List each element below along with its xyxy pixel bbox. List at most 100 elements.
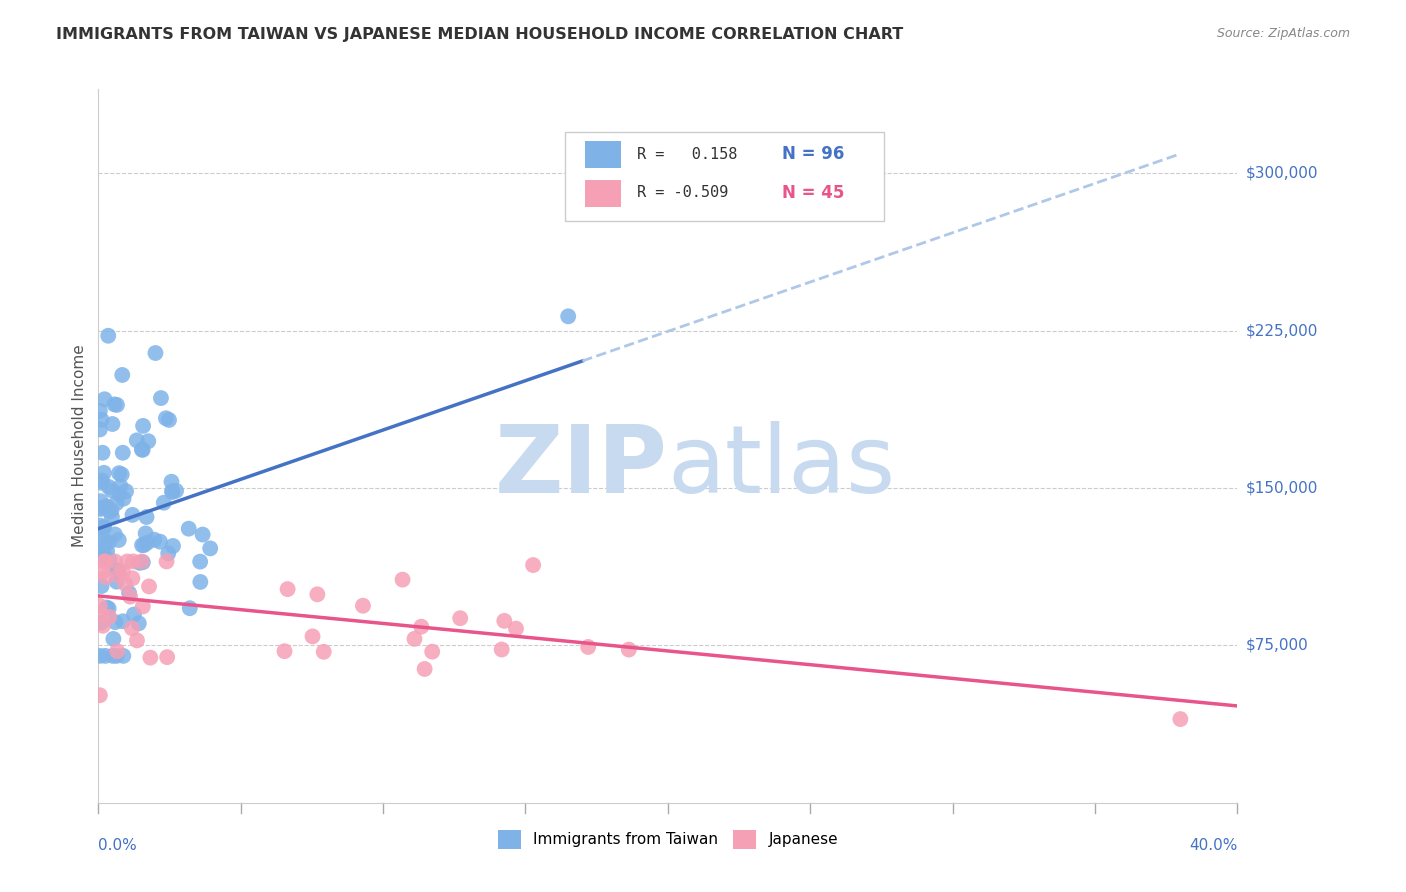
Point (132, 418, 155, 433)
Point (101, 417, 124, 431)
Point (162, 539, 184, 553)
Text: R = -0.509: R = -0.509 (637, 186, 728, 200)
Text: N = 96: N = 96 (782, 145, 844, 163)
Point (94, 500, 117, 514)
Point (91, 564, 114, 578)
Point (97, 480, 120, 494)
Point (98, 505, 121, 519)
Point (105, 648, 128, 663)
Text: ZIP: ZIP (495, 421, 668, 514)
Point (157, 546, 180, 560)
Point (107, 567, 129, 582)
Point (108, 487, 131, 501)
Point (111, 467, 134, 482)
Point (122, 554, 145, 568)
Point (131, 538, 153, 552)
Point (165, 483, 187, 498)
Point (94, 570, 117, 584)
Point (131, 442, 153, 457)
Point (160, 485, 183, 500)
Point (576, 640, 599, 654)
Point (96, 500, 118, 514)
Point (91, 545, 114, 559)
Legend: Immigrants from Taiwan, Japanese: Immigrants from Taiwan, Japanese (498, 830, 838, 848)
Point (90, 501, 112, 516)
Point (420, 645, 443, 659)
Point (93, 533, 115, 547)
Point (494, 614, 516, 628)
Point (111, 368, 134, 382)
Point (89, 500, 111, 515)
Point (145, 346, 167, 360)
Point (125, 633, 148, 648)
Point (404, 632, 426, 646)
Point (89, 523, 111, 537)
Point (179, 601, 201, 615)
Point (188, 555, 211, 569)
Point (105, 563, 128, 577)
Point (101, 509, 124, 524)
Text: N = 45: N = 45 (782, 184, 844, 202)
Point (135, 526, 157, 541)
Point (198, 541, 221, 556)
Point (143, 533, 166, 547)
Text: 40.0%: 40.0% (1189, 838, 1237, 854)
Point (100, 503, 122, 517)
Point (105, 644, 128, 658)
Point (93, 520, 115, 534)
Point (111, 614, 134, 628)
Point (121, 571, 143, 585)
Point (107, 568, 129, 582)
FancyBboxPatch shape (585, 141, 621, 168)
FancyBboxPatch shape (565, 132, 884, 221)
Point (122, 607, 145, 622)
Point (121, 508, 143, 522)
Point (128, 556, 150, 570)
Point (104, 554, 127, 568)
Point (107, 564, 129, 578)
Point (352, 599, 374, 613)
Point (115, 484, 138, 499)
Point (114, 577, 136, 591)
Point (307, 587, 329, 601)
Point (138, 579, 160, 593)
Text: Source: ZipAtlas.com: Source: ZipAtlas.com (1216, 27, 1350, 40)
Point (131, 554, 153, 568)
Point (93, 392, 115, 407)
Point (135, 510, 157, 524)
Point (157, 413, 180, 427)
Point (94, 554, 117, 568)
Point (413, 662, 436, 676)
Point (89, 518, 111, 533)
Point (93, 554, 115, 568)
Point (97, 601, 120, 615)
Point (91, 619, 114, 633)
Point (110, 479, 132, 493)
Point (301, 629, 323, 643)
Text: $225,000: $225,000 (1246, 323, 1317, 338)
Point (104, 615, 127, 629)
Point (93, 520, 115, 534)
Point (153, 496, 176, 510)
Point (177, 522, 200, 536)
Point (90, 615, 112, 630)
Point (160, 484, 183, 499)
Point (105, 574, 128, 589)
Point (121, 621, 143, 635)
Point (91, 446, 114, 460)
Point (136, 434, 159, 449)
Point (149, 391, 172, 405)
Text: R =   0.158: R = 0.158 (637, 146, 738, 161)
Text: atlas: atlas (668, 421, 896, 514)
Text: IMMIGRANTS FROM TAIWAN VS JAPANESE MEDIAN HOUSEHOLD INCOME CORRELATION CHART: IMMIGRANTS FROM TAIWAN VS JAPANESE MEDIA… (56, 27, 904, 42)
Point (136, 535, 159, 549)
Point (96, 600, 118, 615)
Point (90, 579, 112, 593)
Point (96, 544, 118, 558)
Point (101, 483, 124, 498)
Point (103, 397, 125, 411)
Point (128, 616, 150, 631)
Point (89, 599, 111, 613)
Point (160, 475, 183, 489)
Point (98, 610, 121, 624)
